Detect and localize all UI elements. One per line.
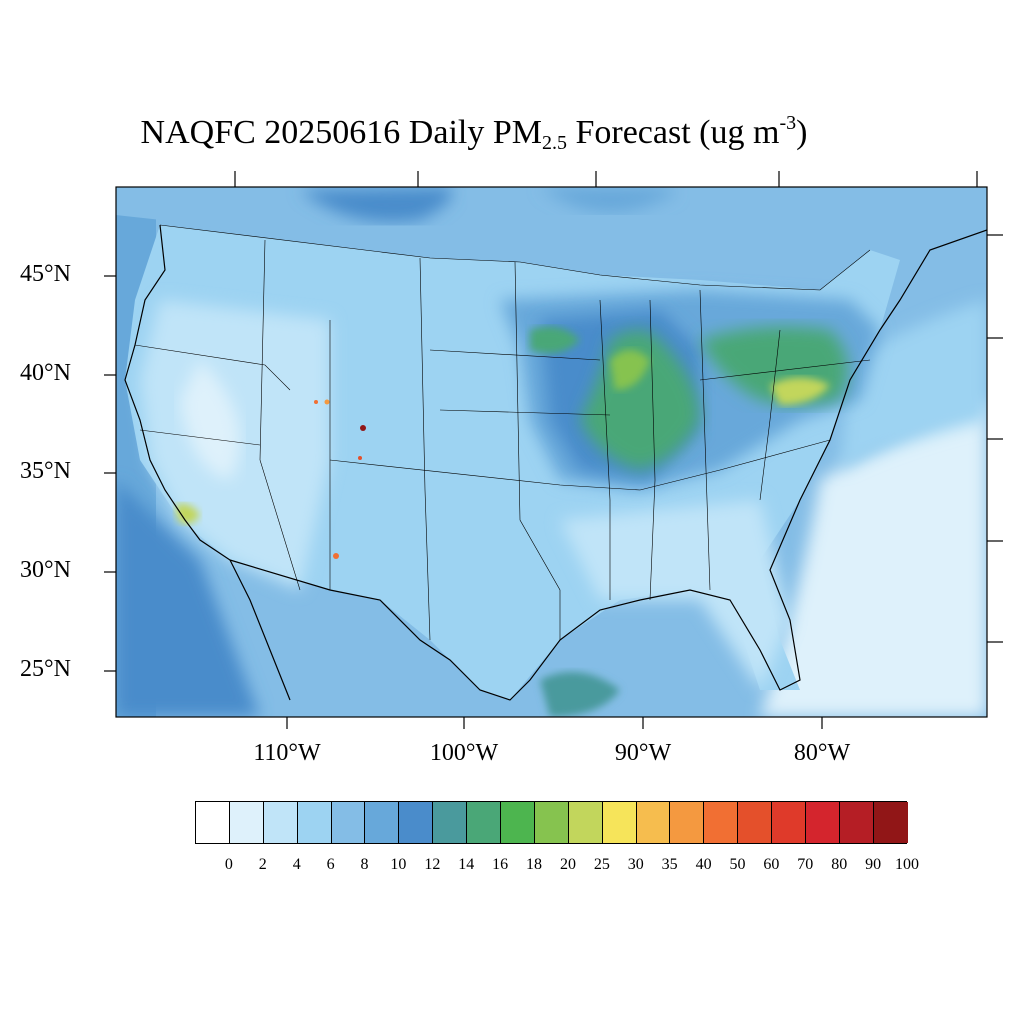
colorbar-label: 2 — [258, 856, 267, 873]
lon-label-100w: 100°W — [429, 740, 499, 766]
lat-label-45n: 45°N — [20, 261, 71, 287]
colorbar-label: 0 — [224, 856, 233, 873]
colorbar-cell — [670, 802, 705, 843]
lon-label-90w: 90°W — [614, 740, 672, 766]
colorbar — [195, 801, 908, 844]
colorbar-cell — [467, 802, 502, 843]
colorbar-cell — [636, 802, 671, 843]
colorbar-label: 100 — [895, 856, 919, 873]
state-borders — [134, 224, 871, 641]
colorbar-cell — [602, 802, 637, 843]
colorbar-label: 10 — [390, 856, 407, 873]
colorbar-label: 8 — [360, 856, 369, 873]
colorbar-label: 40 — [695, 856, 712, 873]
colorbar-cell — [297, 802, 332, 843]
colorbar-cell — [331, 802, 366, 843]
colorbar-cell — [365, 802, 400, 843]
colorbar-label: 60 — [763, 856, 780, 873]
lat-label-30n: 30°N — [20, 557, 71, 583]
map-frame — [115, 186, 988, 718]
lat-label-35n: 35°N — [20, 458, 71, 484]
colorbar-cell — [263, 802, 298, 843]
colorbar-cell — [433, 802, 468, 843]
lat-label-40n: 40°N — [20, 360, 71, 386]
colorbar-label: 70 — [797, 856, 814, 873]
atlantic-low — [760, 400, 987, 717]
colorbar-cell — [873, 802, 908, 843]
map-title: NAQFC 20250616 Daily PM2.5 Forecast (ug … — [140, 112, 808, 154]
colorbar-label: 90 — [865, 856, 882, 873]
colorbar-cell — [196, 802, 230, 843]
colorbar-label: 4 — [292, 856, 301, 873]
gulf-teal — [540, 672, 620, 717]
colorbar-label: 25 — [593, 856, 610, 873]
colorbar-label: 6 — [326, 856, 335, 873]
great-lakes-green — [580, 330, 700, 470]
colorbar-cell — [738, 802, 773, 843]
colorbar-cell — [839, 802, 874, 843]
colorbar-label: 30 — [627, 856, 644, 873]
colorbar-label: 14 — [458, 856, 475, 873]
colorbar-label: 35 — [661, 856, 678, 873]
colorbar-label: 18 — [526, 856, 543, 873]
colorbar-cell — [501, 802, 535, 843]
lat-label-25n: 25°N — [20, 656, 71, 682]
colorbar-cell — [229, 802, 264, 843]
lon-label-80w: 80°W — [793, 740, 851, 766]
colorbar-cell — [806, 802, 840, 843]
lon-label-110w: 110°W — [253, 740, 321, 766]
colorbar-label: 16 — [492, 856, 509, 873]
colorbar-label: 12 — [424, 856, 441, 873]
concentration-field — [116, 187, 987, 717]
colorbar-label: 80 — [831, 856, 848, 873]
coastlines — [124, 224, 987, 701]
colorbar-cell — [772, 802, 807, 843]
canada-field — [116, 187, 987, 300]
axis-ticks — [104, 171, 1003, 729]
colorbar-cell — [399, 802, 434, 843]
colorbar-cell — [568, 802, 603, 843]
colorbar-cell — [534, 802, 569, 843]
colorbar-label: 20 — [559, 856, 576, 873]
colorbar-cell — [704, 802, 739, 843]
colorbar-label: 50 — [729, 856, 746, 873]
